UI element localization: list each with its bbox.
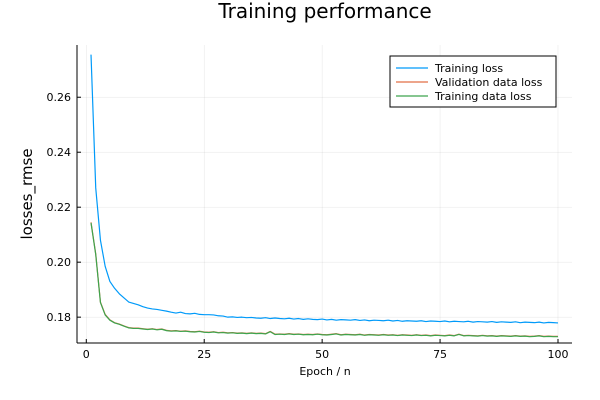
chart-title: Training performance [217,0,431,23]
legend-label-training-data-loss: Training data loss [434,90,532,103]
series-layer [90,54,559,338]
x-tick-label: 50 [315,348,329,361]
x-tick-label: 0 [83,348,90,361]
y-tick-label: 0.20 [47,256,72,269]
y-axis-ticks: 0.18 0.20 0.22 0.24 0.26 [47,91,81,324]
y-tick-label: 0.26 [47,91,72,104]
legend-label-training-loss: Training loss [434,62,503,75]
y-tick-label: 0.22 [47,201,72,214]
legend-label-validation-data-loss: Validation data loss [435,76,543,89]
x-tick-label: 100 [547,348,568,361]
x-axis-label: Epoch / n [299,365,350,378]
y-tick-label: 0.24 [47,146,72,159]
series-line-training-data-loss [90,222,558,338]
y-tick-label: 0.18 [47,311,72,324]
x-axis-ticks: 0 25 50 75 100 [83,339,568,361]
x-tick-label: 75 [433,348,447,361]
y-axis-label: losses_rmse [18,148,37,239]
series-line-training-loss [90,54,559,324]
x-tick-label: 25 [197,348,211,361]
